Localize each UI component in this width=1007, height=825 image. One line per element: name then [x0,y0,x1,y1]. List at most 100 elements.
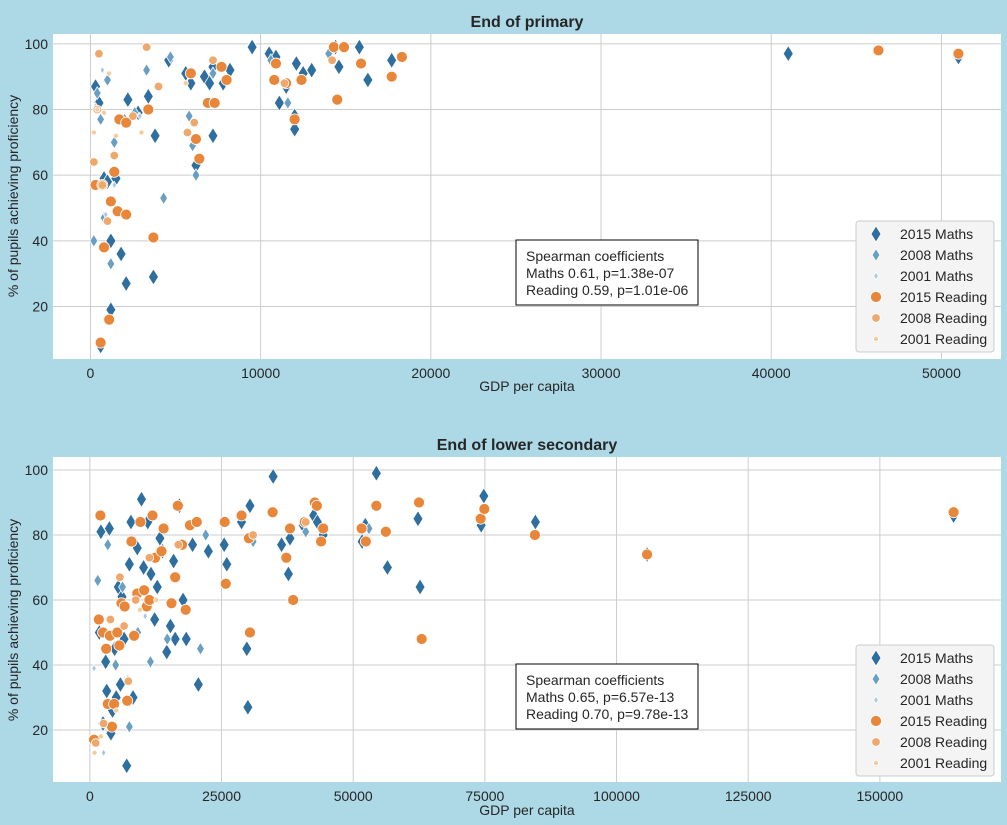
data-point [208,66,218,81]
legend-frame [855,220,995,353]
data-point [168,552,180,570]
data-point [146,654,155,669]
data-point [196,641,205,656]
data-point [94,106,101,113]
data-point [353,38,365,56]
legend-label-reading_2001: 2001 Reading [900,755,987,771]
data-point [146,509,159,522]
data-point [208,55,218,65]
data-point [104,195,117,208]
data-point [123,555,135,574]
series-reading_2001 [91,597,160,756]
secondary-chart: End of lower secondary 0 25000 50000 75000 1… [5,437,1001,818]
data-point [109,135,119,150]
data-point [111,626,124,639]
series-reading_2008 [90,517,311,748]
data-point [474,512,487,525]
data-point [189,117,199,128]
data-point [279,78,290,88]
data-point [185,74,197,93]
data-point [327,41,340,54]
legend-marker-reading_2008 [871,737,881,747]
data-point [142,611,148,621]
data-point [218,535,230,554]
data-point [109,150,119,161]
data-point [529,529,541,541]
primary-legend: 2015 Maths 2008 Maths 2001 Maths 2015 Readi… [855,220,995,353]
data-point [359,535,372,548]
legend-marker-reading_2001 [873,760,880,767]
data-point [282,565,294,583]
data-point [267,467,279,486]
data-point [273,94,285,112]
data-point [93,573,103,588]
primary-annotation-line-2: Maths 0.61, p=1.38e-07 [526,265,674,281]
data-point [184,108,194,124]
data-point [171,499,184,512]
data-point [381,558,393,577]
data-point [97,180,108,190]
data-point [413,496,425,509]
legend-marker-maths_2001 [873,271,879,281]
data-point [120,116,133,129]
data-point [208,97,221,109]
data-point [94,48,104,59]
y-tick-label: 100 [25,462,49,478]
primary-y-axis-label: % of pupils achieving proficiency [5,95,21,297]
data-point [333,58,345,76]
data-point [242,698,254,717]
data-point [306,61,318,79]
secondary-annotation-line-1: Spearman coefficients [526,672,664,688]
data-point [355,522,368,535]
data-point [244,496,256,515]
data-point [96,112,106,127]
data-point [125,535,138,548]
data-point [301,517,311,527]
series-maths_2008 [93,521,374,734]
data-point [90,129,97,136]
data-point [331,93,344,106]
legend-marker-maths_2008 [871,671,881,687]
data-point [118,600,131,613]
data-point [244,626,256,639]
data-point [782,44,794,63]
data-point [101,109,108,116]
data-point [91,663,97,673]
data-point [219,577,232,590]
data-point [123,676,134,686]
legend-marker-maths_2015 [870,649,882,667]
data-point [386,51,398,70]
x-tick-label: 75000 [465,788,504,804]
data-point [284,522,296,535]
y-tick-label: 40 [32,233,48,249]
data-point [415,633,428,645]
data-point [94,336,107,349]
secondary-annotation-box: Spearman coefficients Maths 0.65, p=6.57… [515,663,699,730]
data-point [248,530,258,540]
data-point [165,597,178,610]
data-point [153,597,160,604]
data-point [120,208,133,221]
data-point [201,527,211,543]
primary-annotation-line-3: Reading 0.59, p=1.01e-06 [526,282,689,298]
y-tick-label: 60 [32,167,48,183]
data-point [111,657,121,673]
data-point [119,621,129,631]
data-point [414,578,426,596]
data-point [92,613,105,626]
data-point [138,129,145,136]
data-point [161,643,173,661]
x-tick-label: 20000 [411,365,450,381]
data-point [112,132,119,139]
data-point [106,256,116,271]
data-point [115,572,125,582]
data-point [103,537,113,552]
data-point [120,274,132,293]
data-point [142,103,155,116]
data-point [105,614,116,625]
data-point [113,639,126,652]
x-tick-label: 10000 [241,365,280,381]
data-point [179,603,192,616]
primary-annotation-box: Spearman coefficients Maths 0.61, p=1.38… [515,239,699,306]
